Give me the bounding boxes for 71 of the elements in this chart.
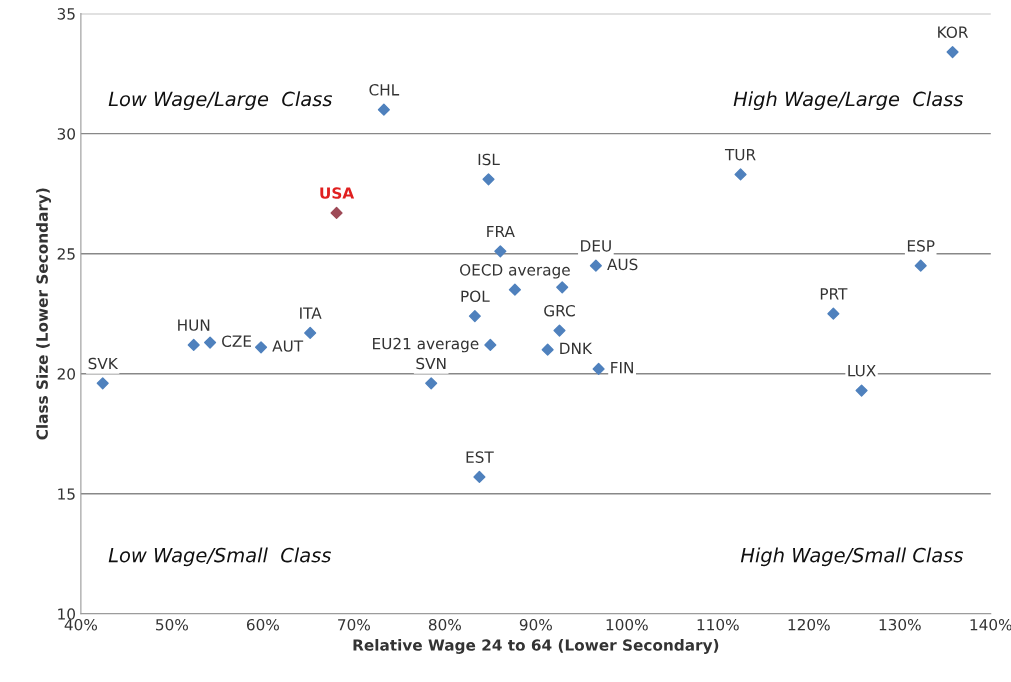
annotation: ISL bbox=[478, 153, 500, 166]
y-tick-label: 35 bbox=[57, 8, 75, 20]
annotation: LUX bbox=[848, 365, 876, 377]
point bbox=[254, 341, 268, 354]
annotation: AUS bbox=[607, 258, 638, 271]
point bbox=[553, 324, 566, 337]
annotation: Low Wage/Large Class bbox=[108, 91, 333, 111]
annotation: DEU bbox=[581, 240, 611, 252]
point bbox=[468, 310, 481, 323]
annotation: CZE bbox=[222, 335, 252, 347]
x-tick-label: 100% bbox=[606, 618, 648, 631]
point bbox=[482, 173, 495, 186]
y-tick-label: 25 bbox=[57, 248, 75, 260]
annotation: DNK bbox=[560, 342, 593, 354]
y-tick-label: 20 bbox=[57, 368, 75, 380]
point bbox=[946, 45, 959, 59]
x-tick-label: 140% bbox=[970, 618, 1011, 631]
point bbox=[425, 377, 438, 390]
point bbox=[304, 326, 317, 339]
point bbox=[508, 283, 521, 296]
x-tick-label: 90% bbox=[519, 618, 552, 631]
x-tick-label: 50% bbox=[156, 618, 189, 631]
annotation: EU21 average bbox=[373, 337, 479, 353]
annotation: FIN bbox=[611, 362, 633, 374]
annotation: SVK bbox=[88, 357, 119, 370]
point bbox=[187, 338, 200, 352]
point bbox=[473, 470, 486, 484]
y-tick-label: 15 bbox=[58, 488, 75, 500]
annotation: ESP bbox=[907, 240, 935, 252]
x-tick-label: 80% bbox=[428, 618, 461, 631]
annotation: KOR bbox=[938, 26, 969, 38]
annotation: POL bbox=[461, 290, 490, 303]
point bbox=[204, 336, 217, 349]
annotation: EST bbox=[466, 451, 494, 463]
y-tick-label: 10 bbox=[58, 608, 75, 620]
annotation: TUR bbox=[724, 149, 756, 161]
annotation: AUT bbox=[272, 340, 304, 352]
point bbox=[592, 362, 605, 376]
x-tick-label: 130% bbox=[879, 618, 921, 631]
x-tick-label: 70% bbox=[338, 618, 370, 631]
x-tick-label: 60% bbox=[246, 618, 279, 631]
point bbox=[330, 206, 343, 219]
annotation: PRT bbox=[820, 288, 848, 300]
annotation: ITA bbox=[300, 307, 322, 319]
point bbox=[589, 259, 602, 272]
y-axis-title: Class Size (Lower Secondary) bbox=[36, 188, 52, 440]
x-axis-title: Relative Wage 24 to 64 (Lower Secondary) bbox=[353, 639, 719, 654]
annotation: High Wage/Small Class bbox=[740, 547, 964, 567]
annotation: HUN bbox=[178, 319, 210, 331]
point bbox=[377, 103, 390, 116]
point bbox=[556, 281, 569, 294]
annotation: High Wage/Large Class bbox=[733, 91, 964, 111]
annotation: Low Wage/Small Class bbox=[108, 547, 332, 567]
point bbox=[96, 377, 109, 390]
annotation: USA bbox=[320, 187, 355, 199]
point bbox=[855, 384, 868, 397]
annotation: FRA bbox=[487, 225, 515, 238]
point bbox=[484, 338, 497, 352]
annotation: GRC bbox=[544, 304, 575, 317]
point bbox=[734, 168, 747, 181]
point bbox=[541, 343, 554, 356]
annotation: OECD average bbox=[460, 264, 570, 279]
point bbox=[827, 307, 840, 320]
x-tick-label: 110% bbox=[697, 618, 739, 631]
annotation: SVN bbox=[416, 357, 446, 370]
x-tick-label: 40% bbox=[64, 618, 98, 631]
point bbox=[494, 245, 507, 258]
annotation: CHL bbox=[369, 84, 400, 96]
point bbox=[914, 259, 927, 272]
x-tick-label: 120% bbox=[788, 618, 830, 631]
y-tick-label: 30 bbox=[57, 128, 75, 140]
